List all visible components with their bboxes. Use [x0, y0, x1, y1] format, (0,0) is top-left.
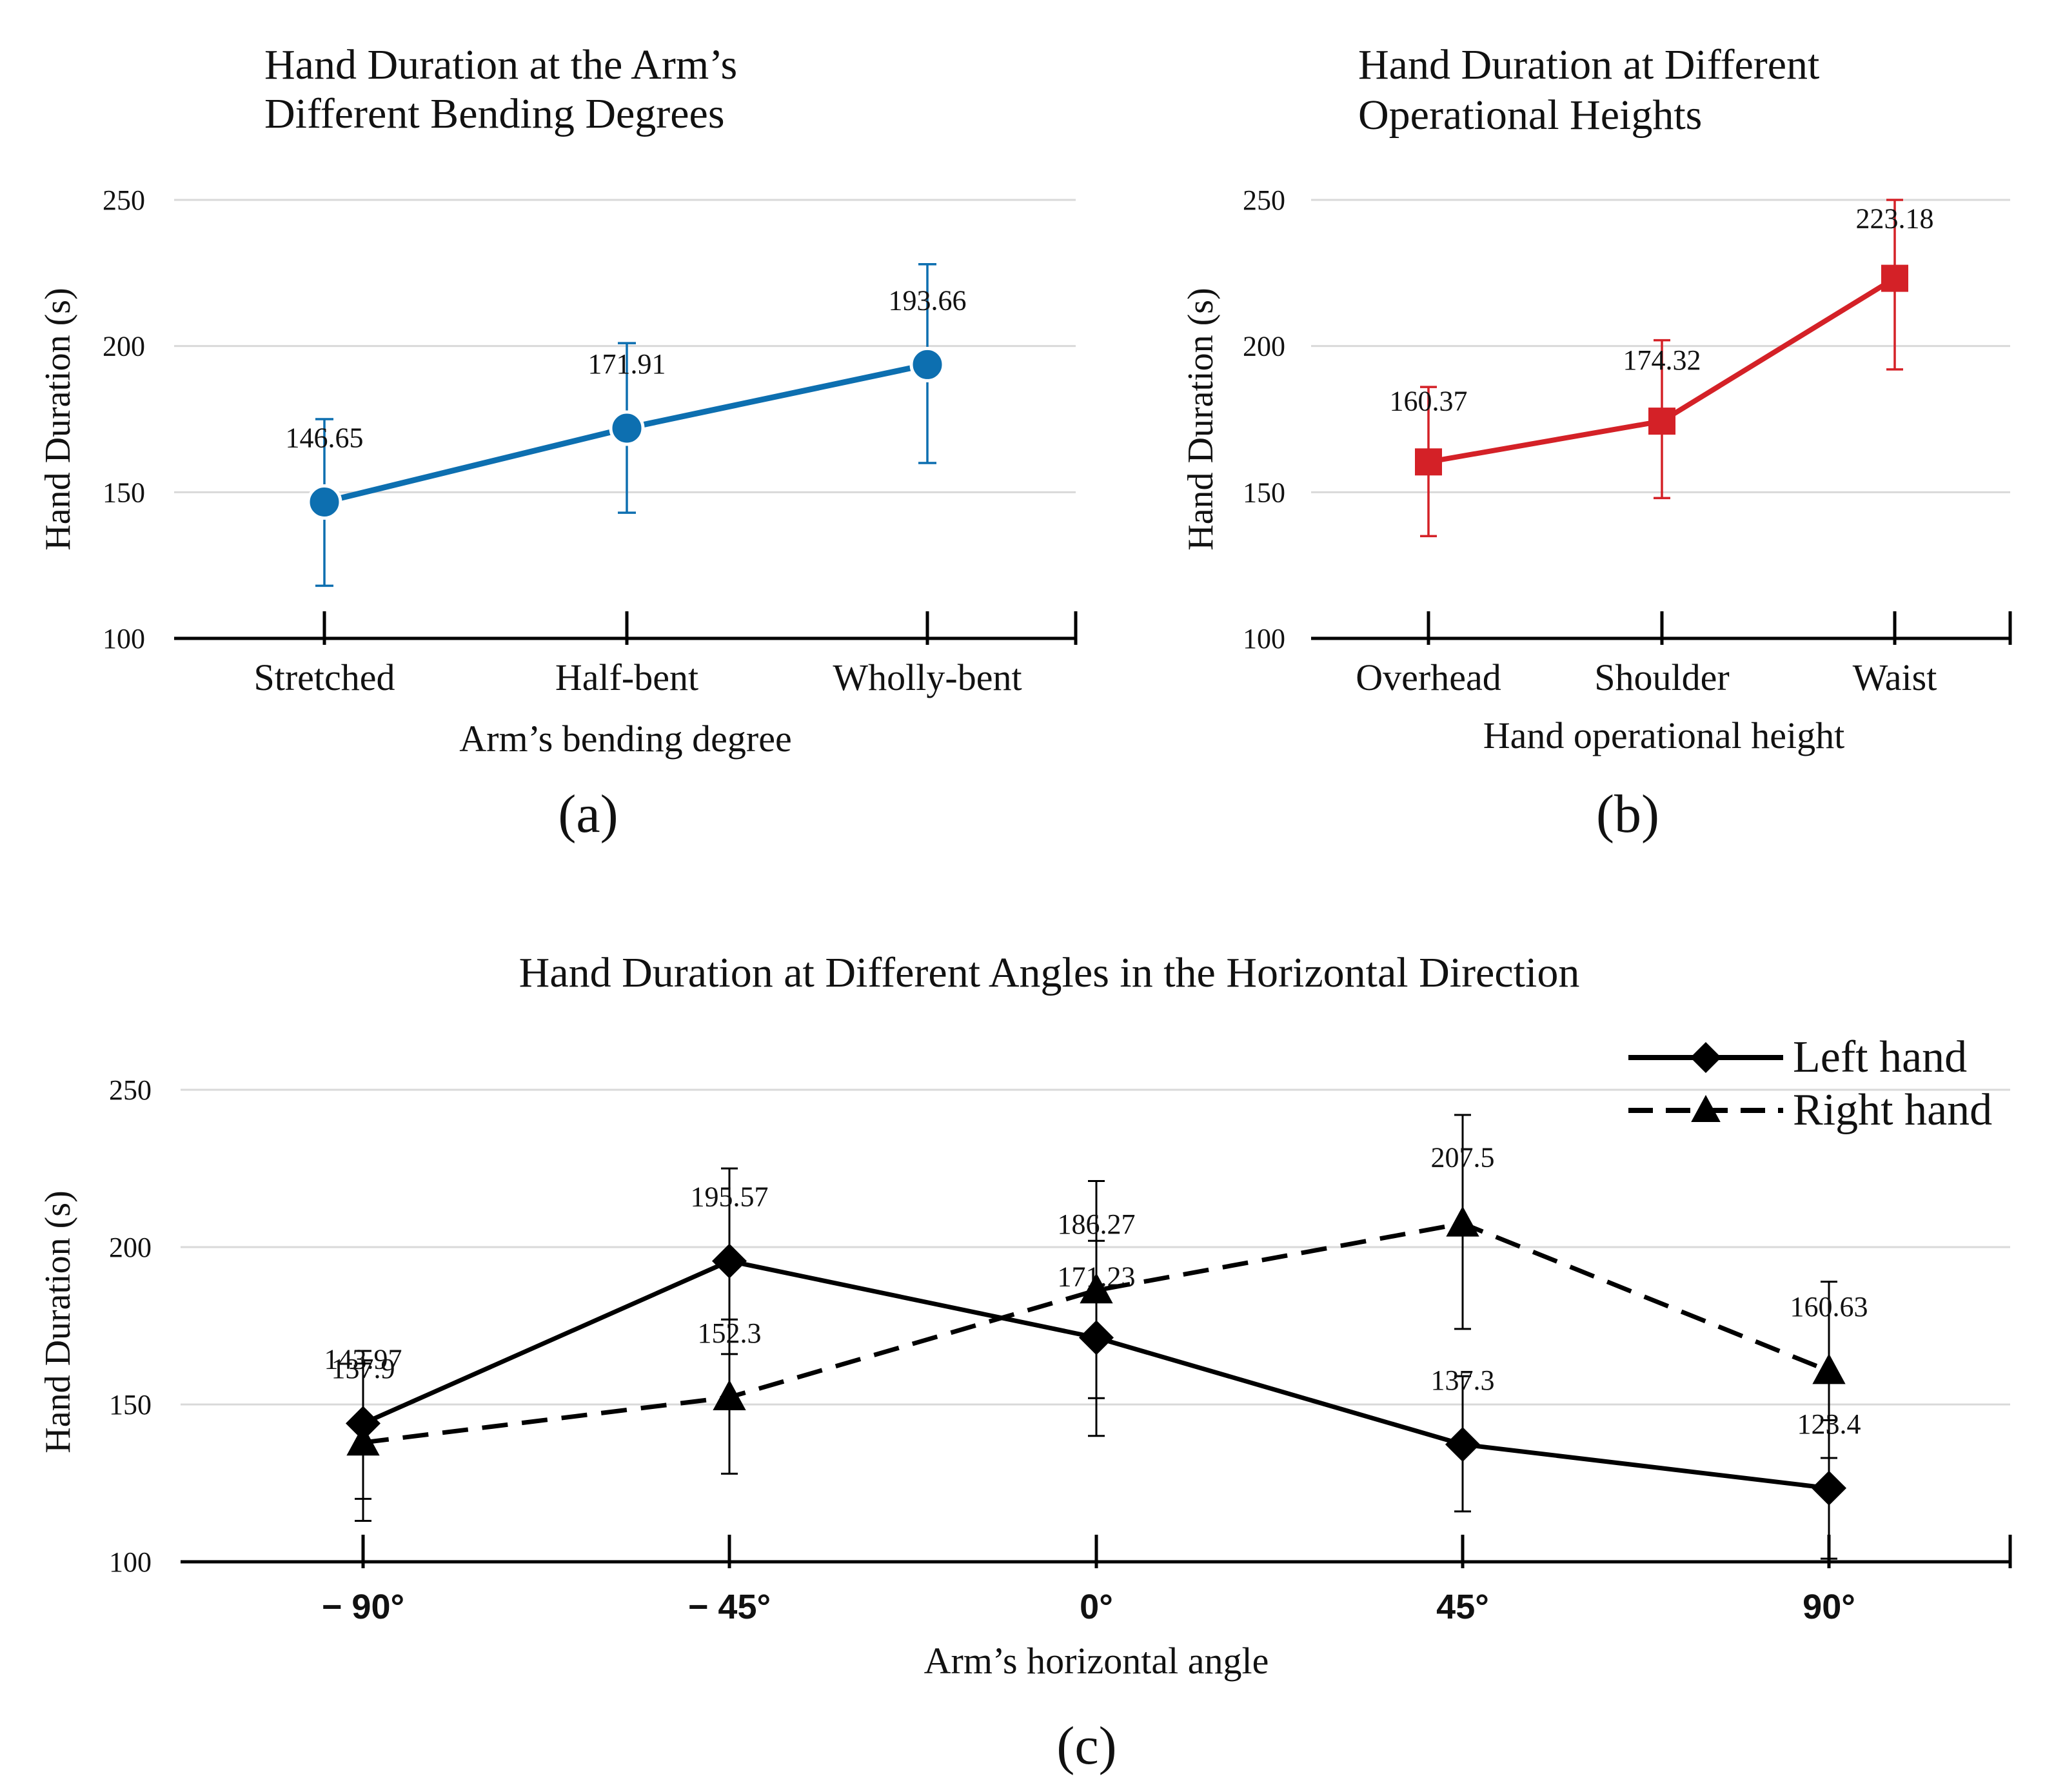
y-tick-label: 100: [109, 1546, 152, 1578]
data-label: 137.9: [331, 1353, 395, 1384]
y-tick-label: 100: [103, 623, 145, 655]
panel-label: (b): [1596, 784, 1659, 844]
chart-title: Hand Duration at Different Angles in the…: [519, 949, 1580, 996]
x-category-label: Shoulder: [1594, 656, 1729, 698]
data-point: [1446, 1206, 1479, 1237]
data-label: 195.57: [691, 1181, 769, 1213]
x-category-label: Wholly-bent: [833, 656, 1022, 698]
data-label: 160.37: [1390, 385, 1468, 417]
data-point: [909, 346, 945, 382]
data-label: 207.5: [1431, 1141, 1495, 1173]
series-right-hand: 137.9 152.3 186.27 207.5 160.63: [331, 1114, 1868, 1522]
y-tick-label: 250: [1243, 184, 1285, 216]
x-category-label: − 45°: [688, 1588, 771, 1626]
y-axis-label: Hand Duration (s): [38, 288, 78, 550]
chart-title: Hand Duration at the Arm’s: [264, 41, 737, 88]
data-label: 171.91: [588, 348, 666, 380]
data-label: 193.66: [889, 284, 967, 316]
chart-title: Operational Heights: [1358, 92, 1702, 139]
y-tick-label: 200: [103, 331, 145, 362]
data-point: [713, 1379, 746, 1411]
y-tick-label: 150: [109, 1389, 152, 1421]
legend-label: Left hand: [1793, 1032, 1967, 1082]
panel-label: (a): [558, 784, 618, 844]
legend-marker: [1691, 1095, 1721, 1122]
series-a: 146.65 171.91 193.66: [286, 262, 967, 587]
data-point: [1812, 1354, 1846, 1384]
x-category-label: Overhead: [1356, 656, 1501, 698]
x-axis-label: Hand operational height: [1483, 714, 1845, 756]
x-category-label: − 90°: [322, 1588, 404, 1626]
y-tick-label: 200: [109, 1232, 152, 1263]
x-category-label: 0°: [1080, 1588, 1113, 1626]
series-b: 160.37 174.32 223.18: [1390, 199, 1934, 538]
data-label: 223.18: [1856, 203, 1934, 235]
panel-label: (c): [1056, 1716, 1116, 1776]
legend-marker: [1690, 1042, 1721, 1073]
y-tick-label: 100: [1243, 623, 1285, 655]
x-category-label: Waist: [1853, 656, 1937, 698]
data-label: 186.27: [1058, 1208, 1136, 1240]
legend-label: Right hand: [1793, 1085, 1992, 1135]
data-label: 137.3: [1431, 1364, 1495, 1396]
y-tick-label: 200: [1243, 331, 1285, 362]
chart-c: Hand Duration at Different Angles in the…: [38, 949, 2012, 1776]
y-tick-label: 150: [103, 477, 145, 508]
data-label: 146.65: [286, 422, 364, 454]
x-category-label: Half-bent: [555, 656, 698, 698]
data-point: [712, 1243, 747, 1279]
data-point: [1415, 448, 1442, 476]
x-axis-label: Arm’s bending degree: [459, 718, 791, 760]
data-point: [609, 410, 645, 446]
y-tick-label: 250: [109, 1074, 152, 1106]
y-axis-label: Hand Duration (s): [38, 1190, 78, 1453]
data-label: 174.32: [1623, 344, 1701, 376]
x-category-label: 90°: [1803, 1588, 1855, 1626]
data-point: [346, 1425, 380, 1456]
y-axis-label: Hand Duration (s): [1181, 288, 1221, 550]
data-label: 160.63: [1790, 1291, 1868, 1323]
data-point: [1881, 264, 1908, 292]
data-point: [1080, 1273, 1113, 1304]
y-tick-label: 150: [1243, 477, 1285, 508]
y-tick-label: 250: [103, 184, 145, 216]
data-point: [1445, 1426, 1480, 1462]
x-category-label: 45°: [1436, 1588, 1489, 1626]
series-line: [362, 1221, 1830, 1445]
data-point: [1648, 408, 1675, 435]
chart-title: Different Bending Degrees: [264, 90, 725, 137]
data-point: [306, 484, 342, 520]
x-axis-label: Arm’s horizontal angle: [924, 1640, 1269, 1682]
x-category-label: Stretched: [253, 656, 395, 698]
data-point: [1812, 1470, 1846, 1506]
data-label: 152.3: [698, 1317, 762, 1349]
chart-title: Hand Duration at Different: [1358, 41, 1819, 88]
